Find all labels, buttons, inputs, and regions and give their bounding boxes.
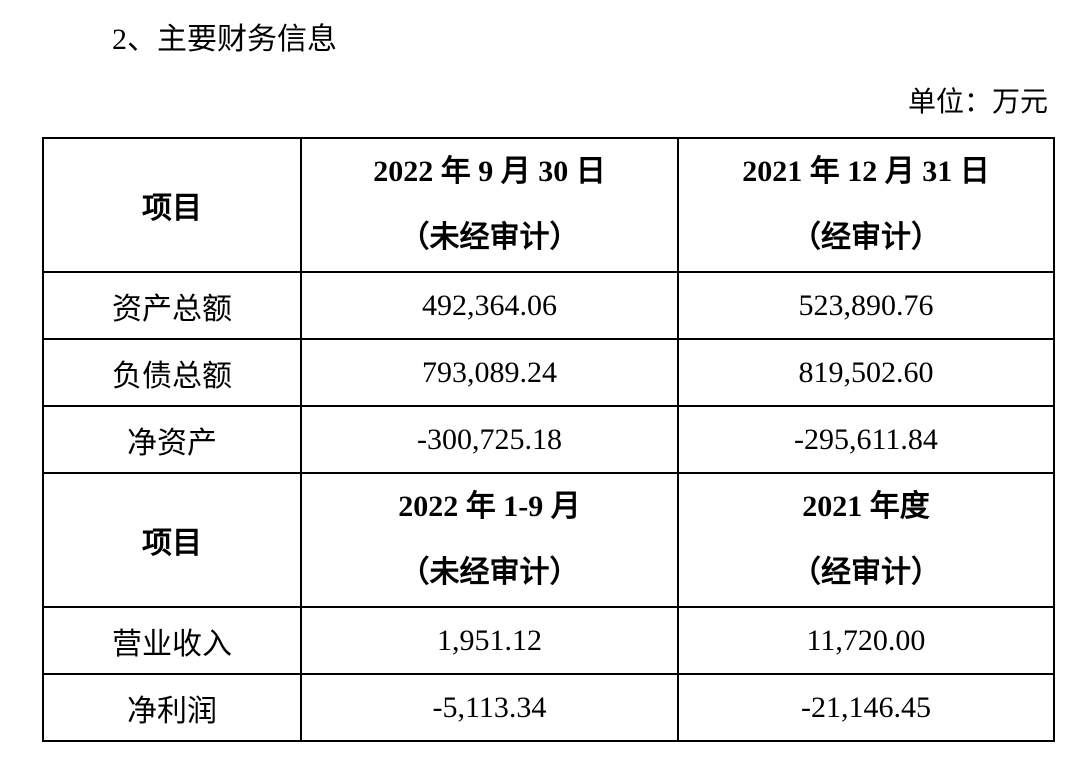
data-row: 净资产 -300,725.18 -295,611.84: [42, 405, 1055, 474]
period: 2022 年 1-9 月: [398, 490, 581, 523]
row-label: 资产总额: [42, 271, 302, 340]
value-cell: -21,146.45: [677, 673, 1055, 742]
value-cell: -5,113.34: [300, 673, 679, 742]
audit-note: （经审计）: [791, 221, 941, 254]
value-cell: 1,951.12: [300, 606, 679, 675]
header-cell: 2021 年 12 月 31 日 （经审计）: [677, 137, 1055, 273]
header-cell: 2021 年度 （经审计）: [677, 472, 1055, 608]
row-label: 负债总额: [42, 338, 302, 407]
unit-label: 单位：万元: [907, 87, 1048, 118]
value-cell: -300,725.18: [300, 405, 679, 474]
header-cell: 2022 年 9 月 30 日 （未经审计）: [300, 137, 679, 273]
value-cell: 523,890.76: [677, 271, 1055, 340]
value-cell: 819,502.60: [677, 338, 1055, 407]
row-label: 营业收入: [42, 606, 302, 675]
value-cell: 793,089.24: [300, 338, 679, 407]
audit-note: （未经审计）: [399, 221, 580, 254]
value-cell: -295,611.84: [677, 405, 1055, 474]
audit-note: （经审计）: [791, 556, 941, 589]
header-cell: 项目: [42, 137, 302, 273]
value-cell: 11,720.00: [677, 606, 1055, 675]
value-cell: 492,364.06: [300, 271, 679, 340]
data-row: 净利润 -5,113.34 -21,146.45: [42, 673, 1055, 742]
header-row: 项目 2022 年 1-9 月 （未经审计） 2021 年度 （经审计）: [42, 472, 1055, 608]
table-body: 项目 2022 年 9 月 30 日 （未经审计） 2021 年 12 月 31 日 （…: [42, 137, 1055, 742]
row-label: 净资产: [42, 405, 302, 474]
audit-note: （未经审计）: [399, 556, 580, 589]
period: 2021 年 12 月 31 日: [742, 155, 990, 188]
period: 2022 年 9 月 30 日: [373, 155, 606, 188]
heading: 2、主要财务信息: [112, 23, 337, 56]
financial-table: 项目 2022 年 9 月 30 日 （未经审计） 2021 年 12 月 31 日 （…: [42, 137, 1055, 742]
header-row: 项目 2022 年 9 月 30 日 （未经审计） 2021 年 12 月 31 日 （…: [42, 137, 1055, 273]
data-row: 营业收入 1,951.12 11,720.00: [42, 606, 1055, 675]
row-label: 净利润: [42, 673, 302, 742]
data-row: 负债总额 793,089.24 819,502.60: [42, 338, 1055, 407]
header-cell: 2022 年 1-9 月 （未经审计）: [300, 472, 679, 608]
header-cell: 项目: [42, 472, 302, 608]
data-row: 资产总额 492,364.06 523,890.76: [42, 271, 1055, 340]
period: 2021 年度: [802, 490, 930, 523]
